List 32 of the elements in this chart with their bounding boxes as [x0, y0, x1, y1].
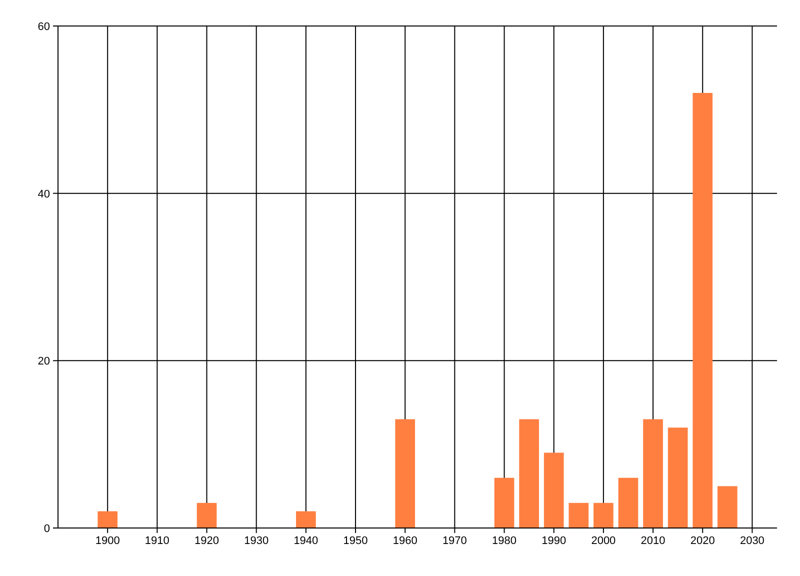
bar [494, 478, 514, 528]
x-tick-label: 1910 [144, 535, 170, 547]
x-tick-label: 1920 [194, 535, 219, 547]
x-tick-label: 2020 [690, 535, 715, 547]
bar [296, 511, 316, 528]
bar [643, 419, 663, 528]
x-tick-label: 1950 [343, 535, 368, 547]
bar [692, 92, 713, 528]
x-tick-label: 1930 [244, 535, 269, 547]
bar [717, 486, 738, 528]
x-tick-label: 2010 [640, 535, 666, 547]
y-tick-label: 0 [44, 523, 50, 535]
bar [594, 502, 614, 528]
bar [618, 478, 638, 528]
x-tick-label: 2000 [591, 535, 616, 547]
x-tick-label: 1960 [392, 535, 418, 547]
bar [196, 502, 217, 528]
x-tick-label: 2030 [740, 535, 764, 547]
y-tick-label: 20 [38, 356, 50, 368]
x-tick-label: 1940 [294, 535, 318, 547]
y-tick-label: 40 [38, 188, 50, 200]
bar [668, 428, 688, 528]
bar [519, 419, 539, 528]
x-tick-label: 1900 [95, 535, 120, 547]
y-tick-label: 60 [38, 21, 50, 33]
x-tick-label: 1990 [542, 535, 566, 547]
bar [544, 452, 564, 528]
x-tick-label: 1980 [492, 535, 517, 547]
x-tick-label: 1970 [442, 535, 467, 547]
bar [568, 502, 589, 528]
bar [98, 511, 118, 528]
bar [395, 419, 416, 528]
